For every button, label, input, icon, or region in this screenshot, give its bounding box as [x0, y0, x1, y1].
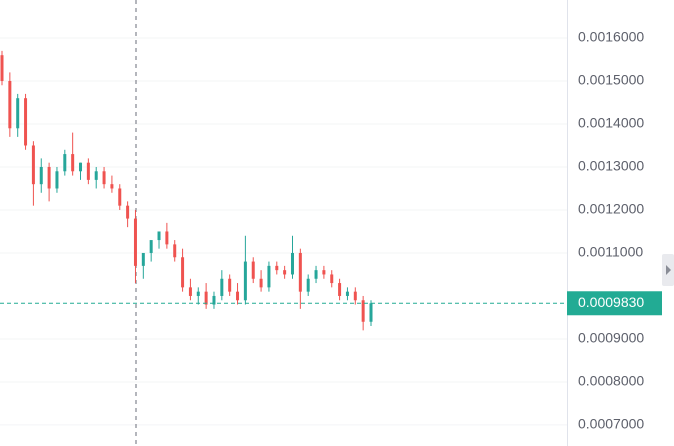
- candle-body: [181, 257, 185, 288]
- candle-body: [133, 218, 137, 266]
- y-tick-label: 0.0013000: [578, 158, 644, 174]
- plot: [0, 50, 567, 331]
- candle-body: [345, 291, 349, 296]
- candle-body: [330, 274, 334, 284]
- candle-body: [369, 303, 373, 322]
- candle-body: [290, 252, 294, 275]
- candle-body: [259, 278, 263, 288]
- candle-body: [16, 98, 20, 129]
- candle-body: [204, 291, 208, 305]
- candle-body: [47, 166, 51, 189]
- candle-body: [314, 270, 318, 279]
- side-tab-arrow[interactable]: [666, 265, 671, 275]
- candle-body: [188, 287, 192, 296]
- current-price-label: 0.0009830: [578, 294, 644, 310]
- candle-body: [298, 252, 302, 292]
- candle-body: [86, 162, 90, 180]
- candle-body: [102, 171, 106, 185]
- candle-body: [173, 244, 177, 258]
- y-tick-label: 0.0015000: [578, 72, 644, 88]
- side-strip: [662, 0, 674, 446]
- current-price-tag: [567, 291, 662, 316]
- candle-body: [118, 188, 122, 206]
- candle-body: [306, 278, 310, 292]
- candle-body: [149, 240, 153, 253]
- y-tick-label: 0.0011000: [578, 244, 643, 260]
- candle-body: [228, 278, 232, 292]
- candle-body: [267, 265, 271, 288]
- candle-body: [141, 252, 145, 266]
- price-axis: 0.0016000 0.0015000 0.0014000 0.0013000 0.00…: [567, 29, 662, 432]
- candle-body: [126, 205, 130, 219]
- candle-body: [212, 295, 216, 305]
- y-tick-label: 0.0016000: [578, 29, 644, 45]
- candle-body: [8, 80, 12, 129]
- candle-body: [338, 283, 342, 296]
- y-tick-label: 0.0009000: [578, 330, 644, 346]
- candle-body: [165, 231, 169, 245]
- candle-body: [353, 291, 357, 301]
- candle-body: [71, 154, 75, 172]
- y-tick-label: 0.0008000: [578, 373, 644, 389]
- candle-body: [236, 291, 240, 301]
- candle-body: [243, 261, 247, 301]
- candle-body: [251, 261, 255, 279]
- candle-body: [24, 98, 28, 146]
- candle-body: [31, 145, 35, 185]
- candle-body: [220, 278, 224, 296]
- y-tick-label: 0.0014000: [578, 115, 644, 131]
- candle-body: [157, 231, 161, 241]
- candle-body: [0, 55, 4, 81]
- candle-body: [361, 300, 365, 322]
- y-tick-label: 0.0012000: [578, 201, 644, 217]
- candle-body: [283, 270, 287, 275]
- candle-body: [55, 171, 59, 189]
- candle-body: [94, 171, 98, 180]
- candle-body: [79, 162, 83, 172]
- candle-body: [196, 291, 200, 296]
- candle-body: [110, 184, 114, 189]
- candle-body: [39, 166, 43, 185]
- y-tick-label: 0.0007000: [578, 416, 644, 432]
- candle-body: [275, 265, 279, 271]
- grid: [0, 37, 567, 426]
- candle-body: [322, 270, 326, 275]
- candle-body: [63, 154, 67, 172]
